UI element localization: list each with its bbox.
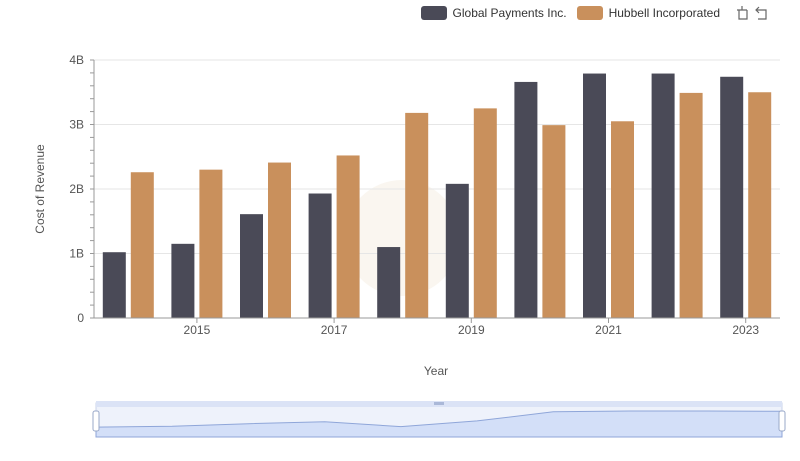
legend-label-hubbell: Hubbell Incorporated	[608, 6, 720, 20]
y-axis-title: Cost of Revenue	[33, 144, 47, 234]
bar-global-payments-2023[interactable]	[720, 76, 744, 319]
legend-swatch-hubbell	[576, 6, 603, 20]
bar-global-payments-2016[interactable]	[240, 214, 263, 318]
y-tick-label: 4B	[69, 53, 84, 67]
bar-global-payments-2018[interactable]	[377, 247, 401, 318]
zoom-reset-icon[interactable]	[754, 5, 770, 21]
bar-global-payments-2019[interactable]	[445, 183, 469, 318]
legend-item-hubbell[interactable]: Hubbell Incorporated	[576, 6, 720, 20]
x-axis-title: Year	[423, 364, 449, 378]
legend-label-global-payments: Global Payments Inc.	[452, 6, 567, 20]
x-tick-label: 2023	[732, 323, 759, 337]
watermark-logo	[344, 180, 460, 296]
bar-global-payments-2022[interactable]	[651, 73, 675, 318]
zoom-handle-left[interactable]	[92, 410, 100, 432]
bar-hubbell-2021[interactable]	[611, 121, 634, 319]
data-zoom-slider[interactable]	[92, 401, 786, 438]
bars	[102, 73, 772, 319]
legend: Global Payments Inc. Hubbell Incorporate…	[420, 4, 770, 22]
bar-hubbell-2016[interactable]	[268, 162, 291, 318]
bar-hubbell-2017[interactable]	[336, 155, 360, 318]
zoom-handle-right[interactable]	[778, 410, 786, 432]
bar-hubbell-2020[interactable]	[542, 125, 566, 319]
toolbox	[734, 5, 770, 21]
bar-global-payments-2021[interactable]	[583, 73, 606, 318]
watermark-circle	[344, 180, 460, 296]
zoom-move-handle[interactable]	[434, 402, 444, 405]
legend-swatch-global-payments	[420, 6, 447, 20]
x-tick-label: 2021	[595, 323, 622, 337]
x-tick-label: 2015	[184, 323, 211, 337]
restore-icon[interactable]	[734, 5, 750, 21]
y-tick-label: 1B	[69, 247, 84, 261]
x-tick-label: 2019	[458, 323, 485, 337]
y-tick-label: 3B	[69, 118, 84, 132]
axes: 0 1B 2B 3B 4B 2015 2017 2019 2021 2023	[69, 53, 780, 337]
bar-hubbell-2022[interactable]	[679, 92, 703, 319]
y-tick-label: 0	[77, 311, 84, 325]
y-tick-label: 2B	[69, 182, 84, 196]
bar-hubbell-2023[interactable]	[748, 92, 772, 318]
bar-global-payments-2017[interactable]	[308, 193, 332, 318]
bar-hubbell-2019[interactable]	[473, 108, 497, 318]
legend-item-global-payments[interactable]: Global Payments Inc.	[420, 6, 567, 20]
bar-global-payments-2014[interactable]	[102, 252, 126, 318]
bar-global-payments-2020[interactable]	[514, 81, 538, 319]
x-tick-label: 2017	[321, 323, 348, 337]
bar-hubbell-2014[interactable]	[130, 172, 154, 318]
bar-hubbell-2015[interactable]	[199, 169, 223, 318]
bar-global-payments-2015[interactable]	[171, 243, 195, 318]
bar-hubbell-2018[interactable]	[405, 112, 429, 318]
